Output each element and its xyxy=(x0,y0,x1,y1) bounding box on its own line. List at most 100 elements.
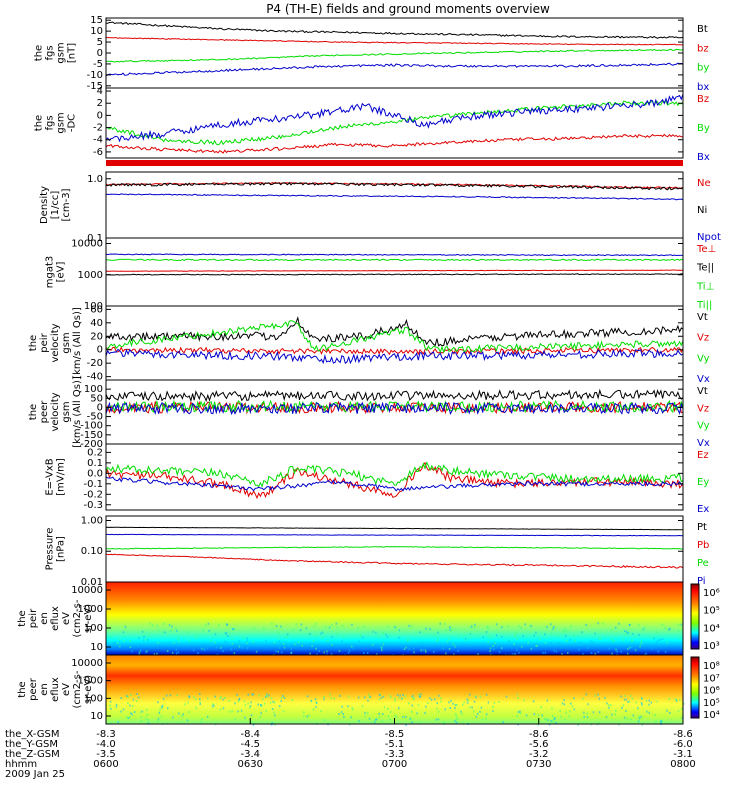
heatmap-speckle xyxy=(570,702,572,705)
ylabel-line: [mV/m] xyxy=(56,458,67,496)
heatmap-speckle xyxy=(312,639,315,642)
xaxis-value: -3.1 xyxy=(673,749,693,760)
ytick-label: -4 xyxy=(93,135,103,146)
ylabel-line: [1/cc] xyxy=(50,191,61,220)
ylabel-line: the xyxy=(28,335,39,351)
ytick-label: 5 xyxy=(97,37,103,48)
heatmap-speckle xyxy=(454,719,456,722)
series-fgs-gsm-bx xyxy=(106,62,683,77)
heatmap-speckle xyxy=(648,699,650,702)
heatmap-speckle xyxy=(597,651,600,653)
heatmap-speckle xyxy=(125,694,128,697)
heatmap-speckle xyxy=(507,625,509,628)
heatmap-speckle xyxy=(681,707,683,710)
heatmap-speckle xyxy=(656,631,658,634)
heatmap-speckle xyxy=(375,631,377,634)
ylabel-line: eV xyxy=(61,683,72,696)
heatmap-speckle xyxy=(517,711,520,714)
heatmap-speckle xyxy=(361,705,364,708)
series-efield-Ey xyxy=(106,461,683,488)
heatmap-speckle xyxy=(246,642,248,644)
heatmap-speckle xyxy=(561,652,563,655)
heatmap-speckle xyxy=(157,717,160,720)
heatmap-speckle xyxy=(631,697,634,700)
heatmap-speckle xyxy=(199,693,201,696)
heatmap-speckle xyxy=(381,642,383,645)
heatmap-speckle xyxy=(110,722,112,725)
heatmap-speckle xyxy=(266,693,268,696)
heatmap-speckle xyxy=(315,622,317,625)
heatmap-speckle xyxy=(368,693,370,696)
legend-peir-velocity: Vx xyxy=(697,374,710,385)
heatmap-speckle xyxy=(425,627,427,630)
heatmap-speckle xyxy=(639,645,641,648)
heatmap-speckle xyxy=(666,641,668,644)
heatmap-speckle xyxy=(214,641,216,644)
ytick-label: -0.2 xyxy=(83,489,103,500)
xaxis-value: -3.5 xyxy=(96,749,116,760)
series-pressure-Pe xyxy=(106,546,683,550)
heatmap-speckle xyxy=(113,641,116,644)
heatmap-speckle xyxy=(473,626,476,629)
heatmap-speckle xyxy=(501,626,503,629)
heatmap-speckle xyxy=(124,625,127,628)
heatmap-speckle xyxy=(424,712,426,715)
heatmap-speckle xyxy=(331,643,333,646)
heatmap-speckle xyxy=(420,649,422,652)
heatmap-speckle xyxy=(225,632,228,635)
heatmap-speckle xyxy=(316,653,318,656)
heatmap-speckle xyxy=(326,650,328,653)
heatmap-speckle xyxy=(233,628,235,631)
heatmap-speckle xyxy=(498,701,500,703)
heatmap-speckle xyxy=(423,632,425,635)
heatmap-speckle xyxy=(461,712,463,715)
ytick-label: 0.01 xyxy=(81,577,103,588)
heatmap-speckle xyxy=(412,698,415,701)
heatmap-speckle xyxy=(343,716,345,718)
heatmap-speckle xyxy=(400,697,403,700)
ytick-label: -15 xyxy=(87,81,103,92)
date-label: 2009 Jan 25 xyxy=(5,769,65,780)
heatmap-speckle xyxy=(351,706,353,709)
panel-temperature: mgat3 [eV] 10000 1000 100 Te⊥ Te|| Ti⊥ Ti|| xyxy=(45,237,716,312)
heatmap-speckle xyxy=(417,703,420,706)
heatmap-speckle xyxy=(283,697,286,699)
series-fgs-gsm-dc-Bx xyxy=(106,93,683,143)
ytick-label: -0.3 xyxy=(83,500,103,511)
heatmap-speckle xyxy=(582,653,584,656)
heatmap-speckle xyxy=(570,625,572,628)
heatmap-speckle xyxy=(399,694,401,697)
heatmap-speckle xyxy=(146,714,148,717)
heatmap-speckle xyxy=(581,631,583,634)
series-peer-velocity-Vx xyxy=(106,401,683,416)
legend-fgs-gsm: Bt xyxy=(697,24,708,35)
heatmap-speckle xyxy=(455,713,457,716)
heatmap-speckle xyxy=(677,623,680,626)
heatmap-speckle xyxy=(306,715,308,718)
heatmap-speckle xyxy=(143,635,145,638)
ylabel-line: fgs xyxy=(45,115,56,130)
heatmap-speckle xyxy=(440,697,442,700)
heatmap-speckle xyxy=(487,641,489,644)
ylabel-line: en xyxy=(39,683,50,696)
heatmap-speckle xyxy=(247,693,249,696)
heatmap-speckle xyxy=(627,647,629,650)
heatmap-speckle xyxy=(571,705,574,708)
heatmap-speckle xyxy=(516,638,519,641)
heatmap-speckle xyxy=(594,652,597,655)
heatmap-speckle xyxy=(637,623,640,626)
heatmap-speckle xyxy=(451,627,454,630)
heatmap-speckle xyxy=(573,708,576,711)
heatmap-speckle xyxy=(318,650,320,652)
heatmap-speckle xyxy=(523,699,525,702)
heatmap-speckle xyxy=(129,639,131,642)
heatmap-speckle xyxy=(233,652,236,655)
series-pressure-Pt xyxy=(106,526,683,531)
heatmap-speckle xyxy=(449,628,451,631)
ytick-label: 1000 xyxy=(78,604,103,615)
heatmap-speckle xyxy=(309,633,311,635)
heatmap-speckle xyxy=(241,646,244,649)
ylabel-line: peer xyxy=(39,400,50,424)
heatmap-speckle xyxy=(140,719,143,722)
heatmap-speckle xyxy=(219,708,222,711)
